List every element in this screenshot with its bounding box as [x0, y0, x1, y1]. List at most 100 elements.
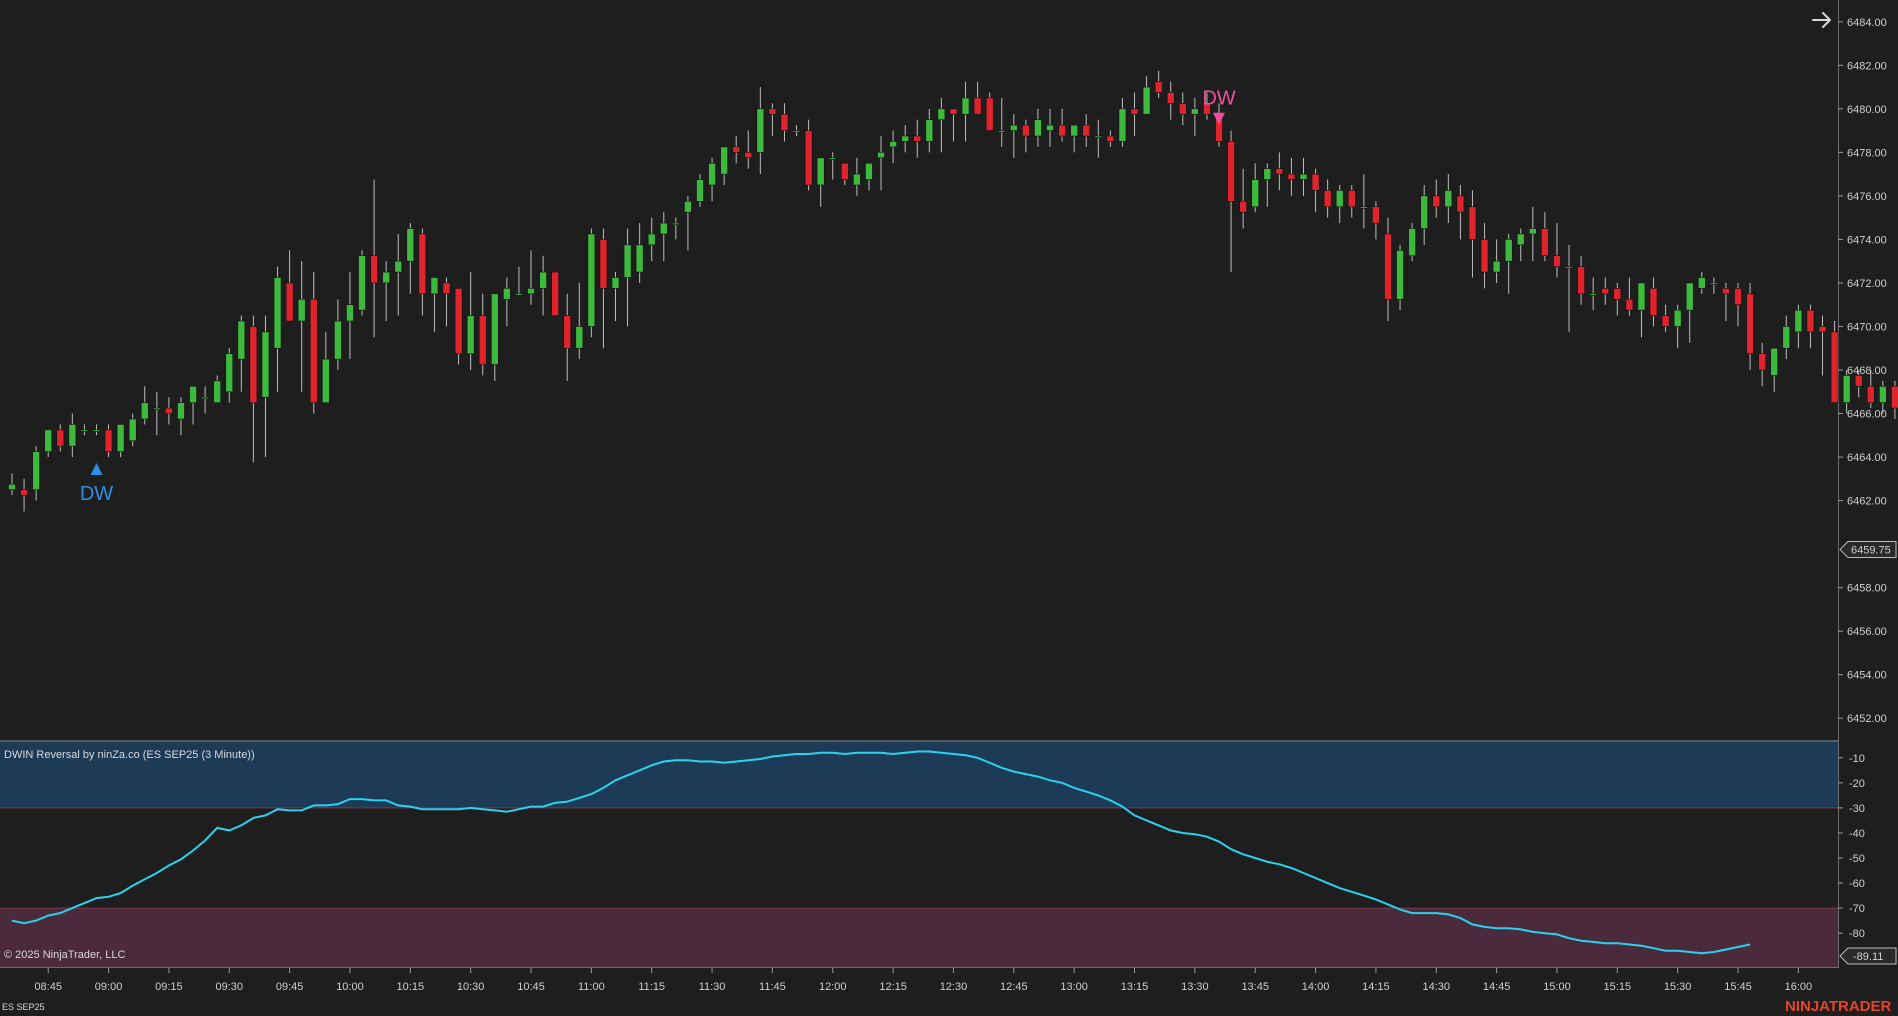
candle: [1504, 233, 1513, 294]
candle: [587, 228, 596, 338]
time-tick-label: 16:00: [1785, 981, 1813, 993]
arrow-right-icon[interactable]: [1808, 7, 1834, 33]
candle-body: [177, 402, 185, 420]
candle: [1770, 347, 1779, 392]
candle-body: [1782, 326, 1791, 349]
candle: [925, 108, 934, 153]
candle-body: [804, 130, 813, 186]
price-axis: 6484.00 6482.00 6480.00 6478.00 6476.00 6474.…: [1838, 17, 1887, 725]
candle: [1360, 174, 1368, 229]
candle: [901, 125, 909, 153]
candle: [285, 250, 294, 322]
candle: [1203, 92, 1211, 120]
candle: [1263, 163, 1272, 207]
time-tick-label: 13:00: [1060, 981, 1088, 993]
candle: [1589, 277, 1597, 311]
candle-body: [1082, 124, 1091, 137]
price-tick-label: 6456.00: [1847, 626, 1887, 638]
candle: [889, 130, 897, 164]
last-indicator-badge: [1839, 947, 1897, 965]
time-tick-label: 12:45: [1000, 981, 1028, 993]
last-indicator-label: -89.11: [1853, 951, 1883, 963]
candle-body: [1685, 282, 1694, 311]
candle-body: [1046, 124, 1054, 131]
candle: [1070, 124, 1078, 153]
candle: [454, 288, 463, 365]
candle-body: [249, 326, 258, 403]
candle-body: [515, 293, 523, 296]
candle-body: [1432, 195, 1441, 208]
candle: [1601, 277, 1610, 305]
candle-body: [1601, 288, 1610, 295]
time-tick-label: 11:15: [638, 981, 665, 993]
candle: [515, 266, 523, 296]
time-tick-label: 11:30: [699, 981, 726, 993]
candle: [1456, 185, 1465, 240]
candle: [80, 424, 89, 436]
time-tick-label: 13:30: [1181, 981, 1209, 993]
candle-body: [1106, 135, 1115, 142]
candle: [1239, 168, 1247, 229]
candle: [165, 397, 173, 425]
time-axis: 08:45 09:00 09:15 09:30 09:45 10:00 10:15 10:30…: [0, 967, 1838, 993]
candle: [1794, 304, 1803, 349]
candle: [575, 282, 584, 360]
candle-body: [1770, 347, 1779, 376]
candle-body: [997, 130, 1006, 133]
ninjatrader-logo: NINJATRADER: [1785, 998, 1892, 1015]
candle-body: [1637, 282, 1646, 311]
candle: [297, 261, 306, 392]
candle-body: [1710, 282, 1718, 285]
candle-body: [1347, 190, 1356, 208]
candle-body: [1384, 233, 1392, 300]
signal-down-arrow: [1213, 112, 1225, 125]
time-tick-label: 12:30: [940, 981, 968, 993]
candle: [56, 424, 65, 452]
candle-body: [309, 298, 318, 403]
candle-body: [1360, 206, 1368, 209]
candle-body: [551, 271, 559, 316]
candle: [1058, 108, 1066, 142]
candle: [1818, 315, 1827, 376]
candle-body: [430, 277, 439, 295]
candle-body: [1758, 353, 1766, 371]
candle-body: [925, 119, 934, 142]
candle: [1372, 201, 1380, 240]
candle: [1879, 380, 1887, 414]
candle-body: [877, 152, 885, 159]
candle-body: [442, 282, 451, 295]
candle-body: [1058, 124, 1066, 137]
candle: [1432, 179, 1441, 218]
candle: [816, 157, 825, 207]
time-tick-label: 09:45: [276, 981, 304, 993]
candle-body: [128, 418, 137, 442]
candle-body: [1456, 195, 1465, 213]
candle: [394, 233, 403, 316]
candle-body: [165, 407, 173, 414]
candle-body: [901, 135, 909, 142]
candle-body: [1625, 298, 1634, 311]
candle-body: [937, 108, 946, 121]
candle: [1022, 119, 1030, 153]
candle: [1335, 185, 1344, 224]
candle-body: [1203, 103, 1211, 115]
candle: [32, 446, 40, 501]
candle: [647, 217, 656, 262]
candle-body: [56, 429, 65, 447]
candle: [1094, 119, 1103, 158]
candle: [213, 375, 221, 403]
indicator-axis: -10 -20 -30 -40 -50 -60 -70 -80: [1838, 753, 1865, 940]
candle-body: [768, 108, 777, 115]
candle-body: [1806, 309, 1815, 333]
candle: [334, 299, 342, 370]
candle-body: [1866, 386, 1875, 403]
candle: [503, 277, 511, 327]
price-tick-label: 6462.00: [1847, 496, 1887, 508]
candle-body: [1879, 386, 1887, 403]
candle: [370, 179, 378, 338]
candle-body: [503, 288, 511, 300]
time-tick-label: 10:00: [336, 981, 364, 993]
candle-body: [672, 222, 680, 225]
candle-body: [1722, 288, 1730, 295]
